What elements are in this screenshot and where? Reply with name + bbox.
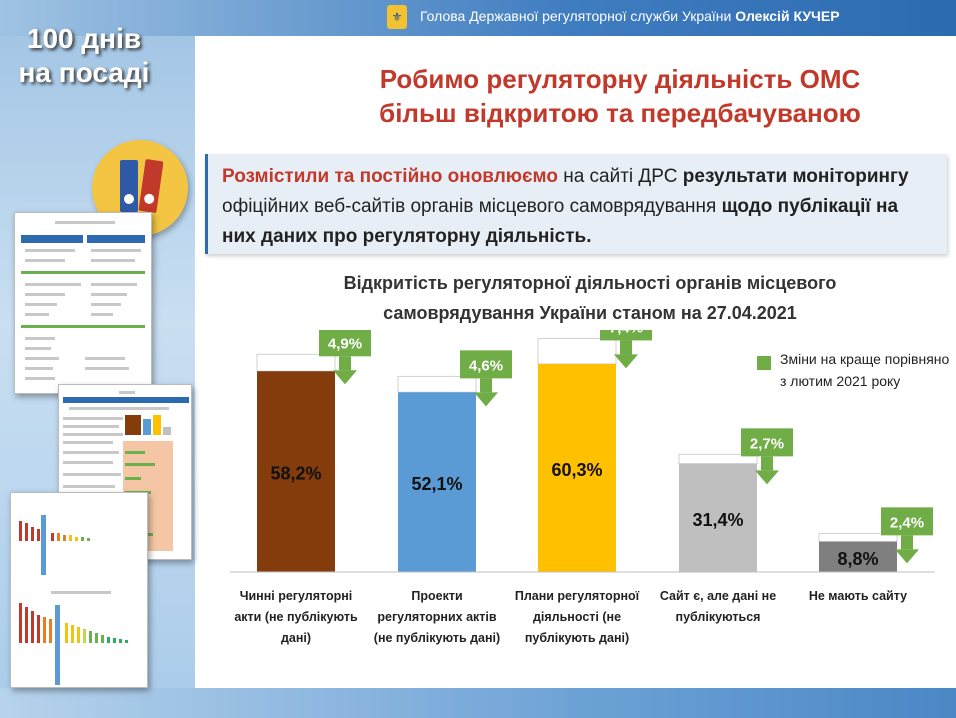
bar-value-label-1: 58,2% [270,464,321,484]
change-segment-1 [256,353,336,372]
chart-title-line1: Відкритість регуляторної діяльності орга… [343,273,837,293]
category-label-2: Проекти регуляторних актів (не публікуют… [373,589,501,645]
info-box: Розмістили та постійно оновлюємо на сайт… [205,154,947,254]
page-title: Робимо регуляторну діяльність ОМС більш … [330,62,910,130]
change-segment-3 [537,337,617,365]
info-part4: офіційних веб-сайтів органів місцевого с… [222,196,722,217]
bar-value-label-5: 8,8% [837,549,878,569]
header-position: Голова Державної регуляторної служби Укр… [420,8,732,24]
bar-4 [679,463,757,572]
bar-2 [398,392,476,572]
change-arrow-5: 2,4% [881,507,933,564]
change-label-4: 2,7% [750,435,784,452]
blue-binder-icon [120,160,138,212]
days-badge-line1: 100 днів [26,23,142,54]
legend-swatch [757,356,771,370]
footer-band [0,688,956,718]
header-title: Голова Державної регуляторної служби Укр… [420,8,840,24]
header-person-name: Олексій КУЧЕР [735,8,840,24]
document-thumbnail-1 [14,212,152,394]
info-part5: щодо публікації на них даних про регулят… [222,196,899,247]
page-title-line2: більш відкритою та передбачуваною [379,98,861,128]
change-segment-2 [397,375,477,393]
info-part1: Розмістили та постійно оновлюємо [222,166,558,187]
bar-3 [538,363,616,572]
page-title-line1: Робимо регуляторну діяльність ОМС [379,64,861,94]
change-arrow-2: 4,6% [460,350,512,407]
category-label-5: Не мають сайту [808,589,908,603]
change-arrow-3: 7,4% [600,330,652,369]
category-label-3: Плани регуляторної діяльності (не публік… [514,589,640,645]
days-badge: 100 днів на посаді [14,22,154,90]
bar-chart: 58,2% 4,9% 52,1% 4,6% 60,3% 7,4% 31,4% 2,7% 8,8%… [230,330,935,573]
legend-label: Зміни на краще порівняно з лютим 2021 ро… [780,351,950,389]
red-binder-icon [138,159,164,213]
bar-value-label-2: 52,1% [411,474,462,494]
change-label-3: 7,4% [609,330,643,336]
category-label-4: Сайт є, але дані не публікуються [659,589,777,624]
chart-title: Відкритість регуляторної діяльності орга… [250,268,930,328]
change-label-2: 4,6% [469,357,503,374]
change-label-5: 2,4% [890,514,924,531]
bar-value-label-3: 60,3% [551,460,602,480]
info-part2: на сайті ДРС [557,166,683,187]
change-arrow-4: 2,7% [741,428,793,485]
category-label-1: Чинні регуляторні акти (не публікують да… [234,589,358,645]
days-badge-line2: на посаді [18,57,150,88]
change-label-1: 4,9% [328,335,362,352]
change-arrow-1: 4,9% [319,330,371,385]
bar-5 [819,541,897,572]
header-band [0,0,956,36]
info-part3: результати моніторингу [682,166,909,187]
document-thumbnail-3 [10,492,148,688]
coat-of-arms-icon: ⚜ [387,5,407,29]
bar-value-label-4: 31,4% [692,510,743,530]
bar-1 [257,371,335,572]
chart-title-line2: самоврядування України станом на 27.04.2… [383,303,797,323]
